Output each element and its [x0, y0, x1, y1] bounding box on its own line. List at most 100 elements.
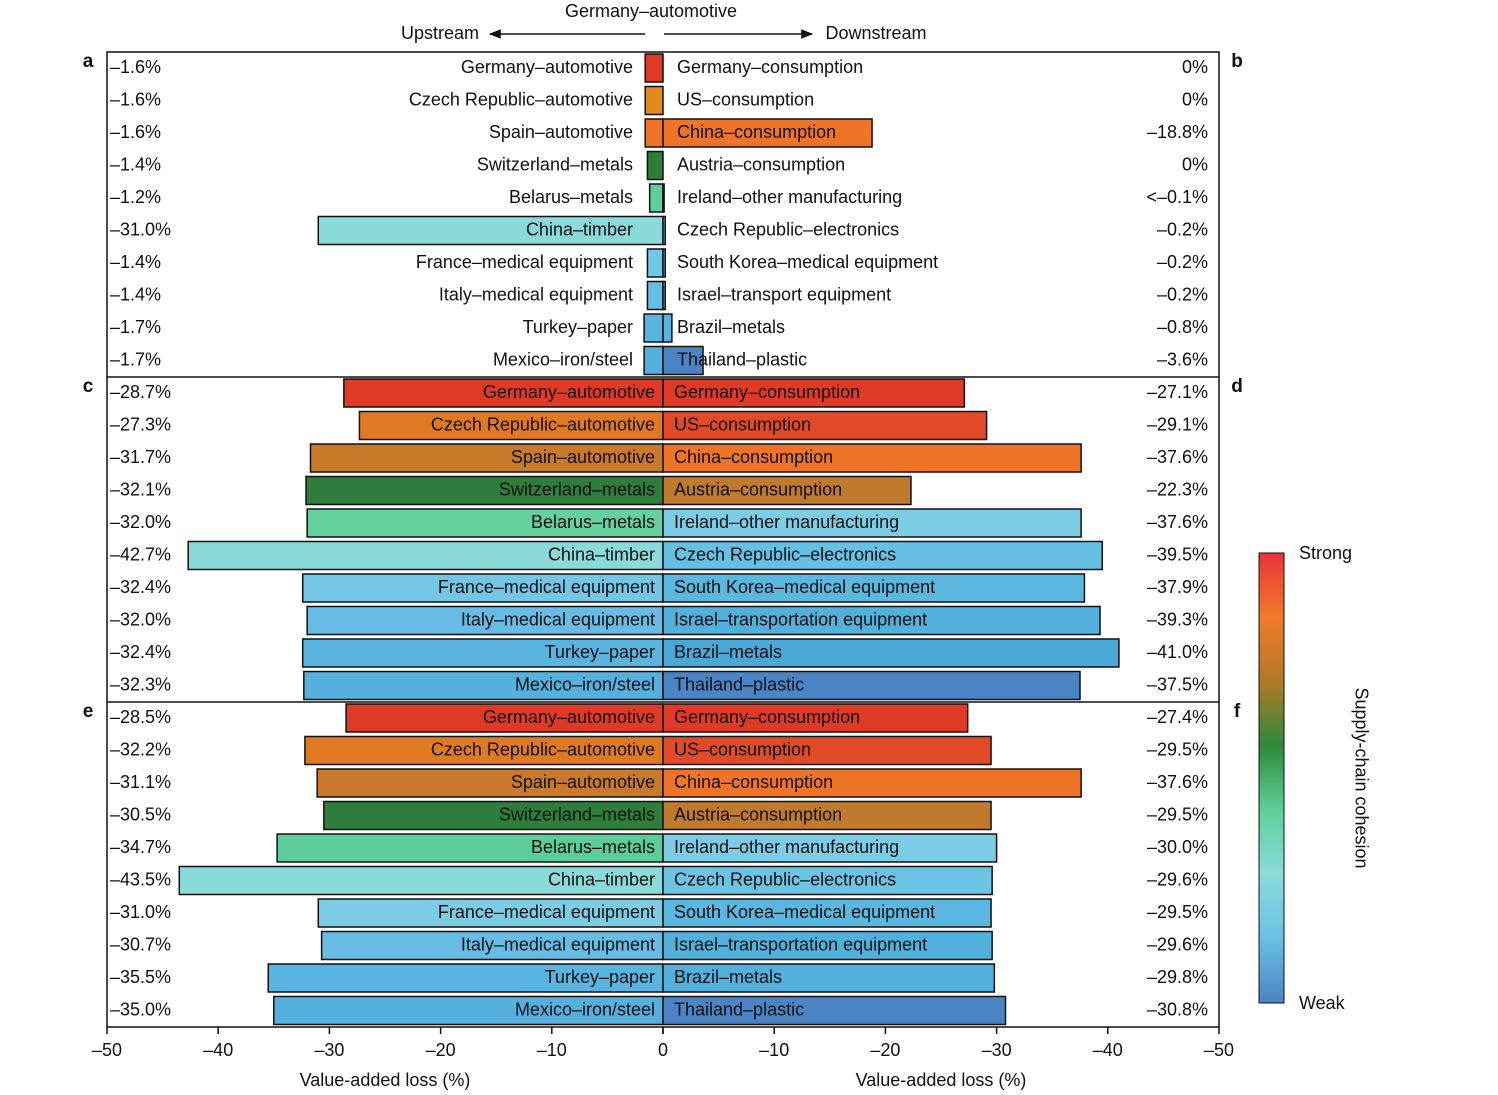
category-label: China–timber	[548, 869, 655, 889]
category-label: South Korea–medical equipment	[674, 902, 935, 922]
colorbar	[1258, 552, 1285, 1004]
category-label: Turkey–paper	[545, 642, 655, 662]
bar	[662, 410, 988, 441]
value-label: –18.8%	[1147, 122, 1208, 142]
value-label: –1.6%	[110, 122, 161, 142]
x-tick-label: –50	[1204, 1040, 1234, 1060]
value-label: 0%	[1182, 154, 1208, 174]
value-label: –30.5%	[110, 804, 171, 824]
value-label: –27.1%	[1147, 382, 1208, 402]
category-label: Israel–transport equipment	[677, 284, 891, 304]
category-label: South Korea–medical equipment	[674, 577, 935, 597]
category-label: Austria–consumption	[674, 479, 842, 499]
category-label: US–consumption	[677, 89, 814, 109]
bar	[187, 540, 664, 571]
value-label: –1.4%	[110, 252, 161, 272]
bar	[644, 118, 664, 148]
category-label: China–timber	[526, 219, 633, 239]
category-label: Thailand–plastic	[674, 674, 804, 694]
x-axis-label: Value-added loss (%)	[300, 1070, 471, 1090]
bar	[643, 345, 664, 376]
bar	[644, 85, 664, 116]
category-label: Czech Republic–automotive	[431, 414, 655, 434]
bar	[662, 735, 992, 766]
category-label: Turkey–paper	[545, 967, 655, 987]
bar	[662, 508, 1082, 538]
category-label: Spain–automotive	[489, 122, 633, 142]
value-label: –39.5%	[1147, 544, 1208, 564]
value-label: –37.6%	[1147, 447, 1208, 467]
value-label: –32.0%	[110, 512, 171, 532]
value-label: –22.3%	[1147, 479, 1208, 499]
bar	[662, 280, 666, 311]
value-label: –41.0%	[1147, 642, 1208, 662]
value-label: –0.2%	[1157, 284, 1208, 304]
category-label: Germany–automotive	[483, 707, 655, 727]
category-label: France–medical equipment	[438, 577, 655, 597]
bar	[345, 703, 664, 733]
value-label: –39.3%	[1147, 609, 1208, 629]
category-label: Belarus–metals	[531, 837, 655, 857]
category-label: Brazil–metals	[677, 317, 785, 337]
panel-letter: e	[83, 701, 94, 722]
category-label: Italy–medical equipment	[439, 284, 633, 304]
panel-letter: c	[83, 376, 94, 397]
bar	[662, 573, 1086, 603]
bar	[662, 248, 666, 278]
value-label: –27.3%	[110, 414, 171, 434]
category-label: Ireland–other manufacturing	[677, 187, 902, 207]
value-label: –31.7%	[110, 447, 171, 467]
bar	[662, 898, 992, 928]
category-label: Italy–medical equipment	[461, 609, 655, 629]
value-label: –32.2%	[110, 739, 171, 759]
value-label: –30.7%	[110, 934, 171, 954]
category-label: Mexico–iron/steel	[493, 349, 633, 369]
value-label: –1.4%	[110, 284, 161, 304]
value-label: –32.4%	[110, 577, 171, 597]
bar	[305, 475, 664, 506]
category-label: China–consumption	[674, 447, 833, 467]
category-label: Germany–consumption	[674, 707, 860, 727]
bar	[646, 150, 664, 181]
bar	[662, 800, 992, 831]
category-label: Austria–consumption	[674, 804, 842, 824]
value-label: –0.8%	[1157, 317, 1208, 337]
value-label: –31.0%	[110, 902, 171, 922]
value-label: –1.4%	[110, 154, 161, 174]
value-label: –0.2%	[1157, 219, 1208, 239]
bar	[662, 670, 1081, 701]
bar	[309, 443, 664, 473]
category-label: Czech Republic–electronics	[674, 544, 896, 564]
category-label: Israel–transportation equipment	[674, 934, 927, 954]
value-label: –30.8%	[1147, 999, 1208, 1019]
category-label: South Korea–medical equipment	[677, 252, 938, 272]
category-label: Italy–medical equipment	[461, 934, 655, 954]
category-label: Turkey–paper	[523, 317, 633, 337]
value-label: –37.6%	[1147, 772, 1208, 792]
category-label: China–timber	[548, 544, 655, 564]
category-label: China–consumption	[677, 122, 836, 142]
category-label: Ireland–other manufacturing	[674, 512, 899, 532]
category-label: France–medical equipment	[416, 252, 633, 272]
bar	[343, 378, 664, 408]
bar	[662, 703, 969, 733]
bar	[273, 995, 664, 1026]
colorbar-high: Strong	[1299, 543, 1352, 563]
value-label: <–0.1%	[1146, 187, 1208, 207]
bar	[304, 735, 664, 766]
value-label: –31.1%	[110, 772, 171, 792]
value-label: –43.5%	[110, 869, 171, 889]
category-label: Ireland–other manufacturing	[674, 837, 899, 857]
value-label: –29.8%	[1147, 967, 1208, 987]
category-label: Brazil–metals	[674, 967, 782, 987]
value-label: –29.6%	[1147, 934, 1208, 954]
x-tick-label: 0	[658, 1040, 668, 1060]
bar	[644, 53, 664, 83]
bar	[662, 475, 912, 506]
bar	[306, 508, 664, 538]
value-label: –0.2%	[1157, 252, 1208, 272]
bar	[646, 280, 664, 311]
value-label: –29.5%	[1147, 902, 1208, 922]
value-label: –1.6%	[110, 57, 161, 77]
